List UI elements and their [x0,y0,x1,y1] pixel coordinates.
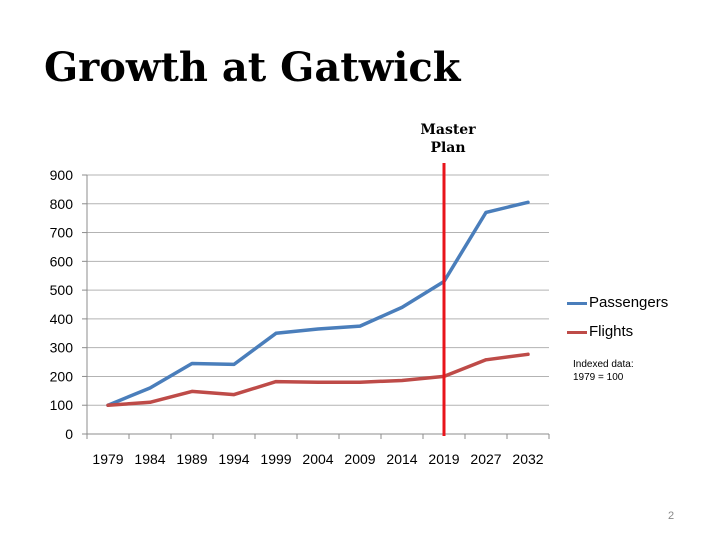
x-tick-label: 2014 [386,451,417,467]
data-point-passengers [148,386,152,390]
x-tick-label: 2019 [428,451,459,467]
data-point-flights [148,400,152,404]
data-point-flights [274,380,278,384]
data-point-flights [316,380,320,384]
data-point-flights [400,378,404,382]
data-point-flights [358,380,362,384]
slide-title: Growth at Gatwick [44,44,461,91]
y-tick-label: 0 [65,426,73,442]
legend-label-flights: Flights [589,323,634,340]
x-tick-label: 2032 [512,451,543,467]
data-point-flights [190,389,194,393]
y-tick-label: 400 [50,311,74,327]
data-point-passengers [526,200,530,204]
note-line1: Indexed data: [573,359,634,370]
y-tick-label: 600 [50,253,74,269]
master-plan-label: Master Plan [410,121,486,157]
x-tick-label: 1989 [176,451,207,467]
y-tick-label: 300 [50,340,74,356]
y-tick-label: 800 [50,196,74,212]
data-point-flights [106,403,110,407]
y-tick-label: 200 [50,368,74,384]
y-tick-label: 700 [50,225,74,241]
y-tick-label: 100 [50,397,74,413]
legend-label-passengers: Passengers [589,294,669,311]
gridlines [82,174,550,439]
data-point-passengers [274,331,278,335]
x-tick-label: 2027 [470,451,501,467]
note-line2: 1979 = 100 [573,372,624,383]
x-tick-label: 2004 [302,451,333,467]
data-point-passengers [232,362,236,366]
page-number: 2 [668,510,675,522]
indexed-data-note: Indexed data: 1979 = 100 [573,358,634,384]
x-axis-ticks: 1979 1984 1989 1994 1999 2004 2009 2014 2019 2027… [92,451,543,467]
data-point-passengers [358,324,362,328]
master-plan-label-line1: Master [420,122,476,138]
data-point-passengers [190,361,194,365]
x-tick-label: 1979 [92,451,123,467]
y-axis-ticks: 0 100 200 300 400 500 600 700 800 900 [50,167,74,442]
data-point-passengers [316,327,320,331]
data-point-passengers [484,210,488,214]
series-lines [106,200,530,407]
y-tick-label: 900 [50,167,74,183]
x-tick-label: 1999 [260,451,291,467]
legend-swatch-passengers [567,302,587,305]
series-line-flights [106,352,530,407]
data-point-flights [484,358,488,362]
master-plan-label-line2: Plan [430,140,466,156]
data-point-passengers [400,305,404,309]
x-tick-label: 2009 [344,451,375,467]
x-tick-label: 1984 [134,451,165,467]
legend-swatch-flights [567,331,587,334]
y-tick-label: 500 [50,282,74,298]
data-point-flights [232,393,236,397]
x-tick-label: 1994 [218,451,249,467]
data-point-flights [526,352,530,356]
